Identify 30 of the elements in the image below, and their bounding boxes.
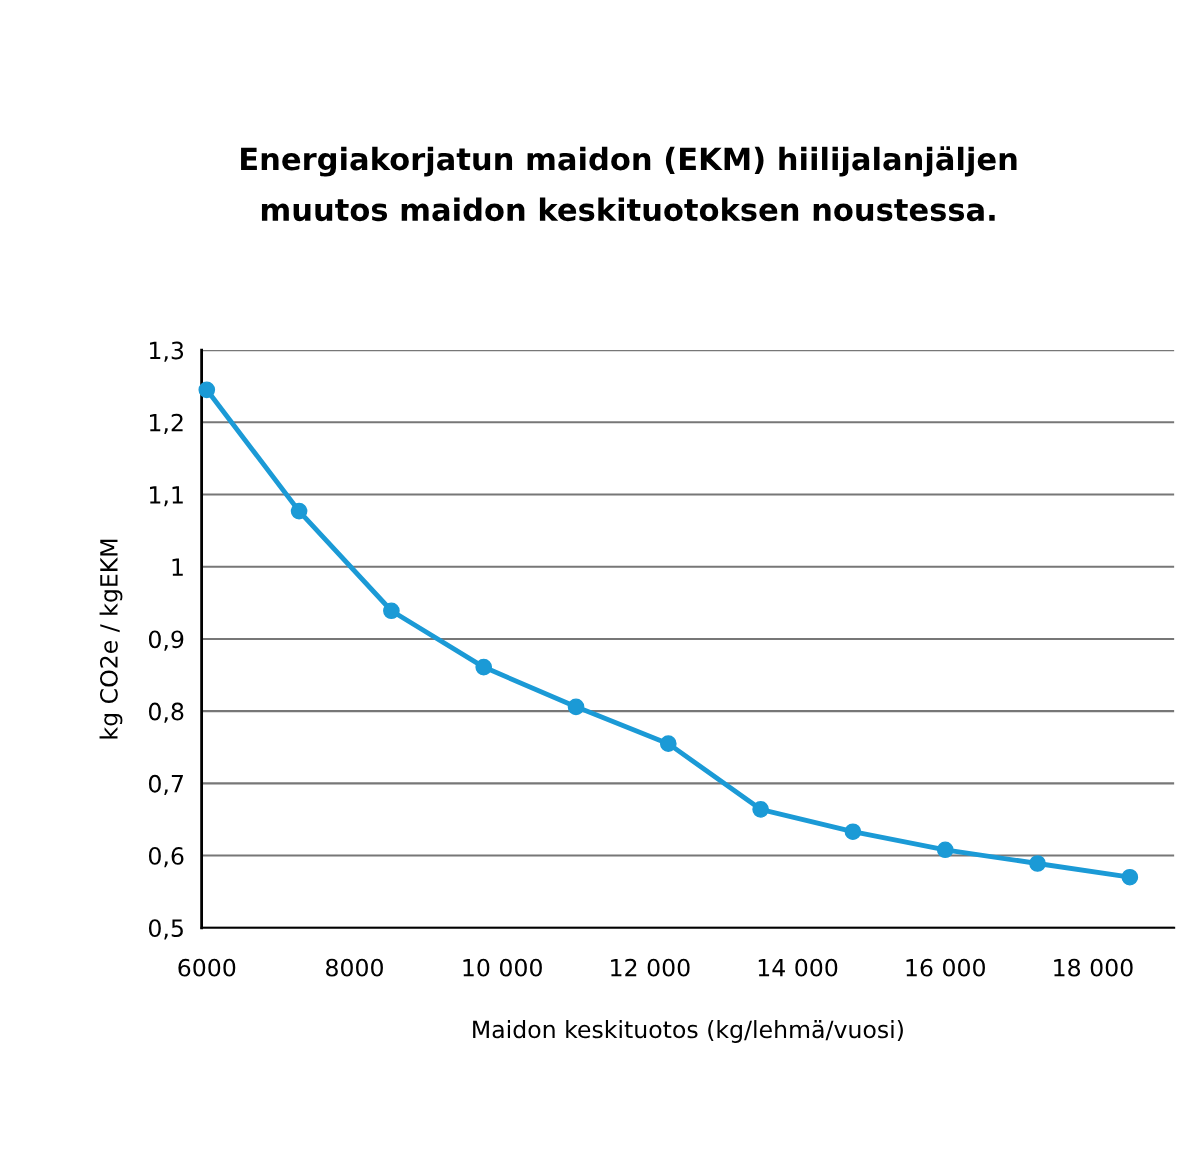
y-tick-label: 0,7 — [148, 774, 183, 796]
y-tick-label: 1 — [172, 558, 183, 576]
x-tick-label: 10 000 — [463, 958, 542, 977]
y-tick-label: 0,6 — [148, 847, 184, 868]
y-tick-label: 1,1 — [150, 486, 183, 507]
y-axis-title: kg CO2e / kgEKM — [99, 539, 123, 739]
x-tick-label: 18 000 — [1054, 958, 1133, 977]
point — [198, 381, 216, 399]
y-tick-label: 0,9 — [148, 630, 184, 651]
point — [475, 658, 493, 676]
x-tick-label: 8000 — [326, 958, 383, 977]
x-axis-title: Maidon keskituotos (kg/lehmä/vuosi) — [473, 1020, 903, 1043]
point — [844, 823, 862, 841]
x-tick-label: 16 000 — [906, 958, 985, 977]
point — [1029, 855, 1046, 872]
y-tick-label: 1,3 — [150, 341, 184, 362]
chart-title: Energiakorjatun maidon (EKM) hiilijalanjäljen muutos maidon keskituotoksen noustessa. — [241, 146, 1017, 222]
x-tick-label: 6000 — [178, 958, 236, 977]
y-tick-label: 1,2 — [150, 413, 183, 435]
x-tick-label: 12 000 — [611, 958, 690, 977]
y-tick-label: 0,5 — [148, 919, 183, 940]
point — [567, 698, 585, 716]
point — [290, 502, 308, 520]
y-tick-label: 0,8 — [148, 702, 184, 723]
x-tick-label: 14 000 — [758, 958, 838, 977]
point — [383, 602, 400, 620]
point — [659, 735, 677, 752]
point — [1121, 868, 1139, 886]
point — [752, 801, 769, 818]
point — [936, 841, 954, 859]
